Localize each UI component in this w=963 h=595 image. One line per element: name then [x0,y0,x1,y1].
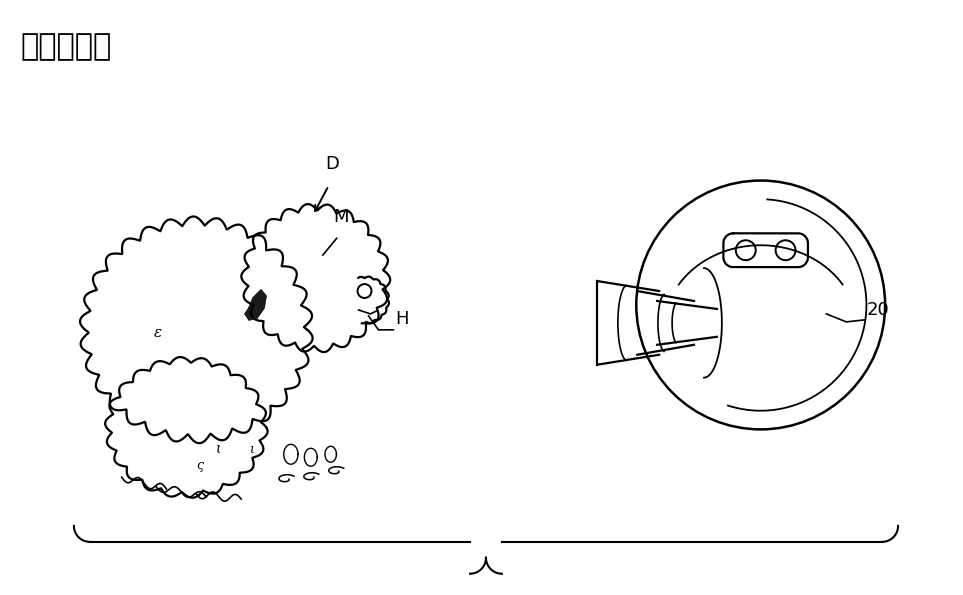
Text: ε: ε [153,326,162,340]
Text: ς: ς [196,459,203,472]
Text: 20: 20 [866,301,889,319]
Text: M: M [334,208,350,226]
Text: H: H [396,310,409,328]
Polygon shape [246,290,266,320]
Text: D: D [325,155,340,173]
Text: ι: ι [249,442,254,455]
Text: ι: ι [217,441,221,455]
Text: 【図３Ａ】: 【図３Ａ】 [20,32,112,61]
